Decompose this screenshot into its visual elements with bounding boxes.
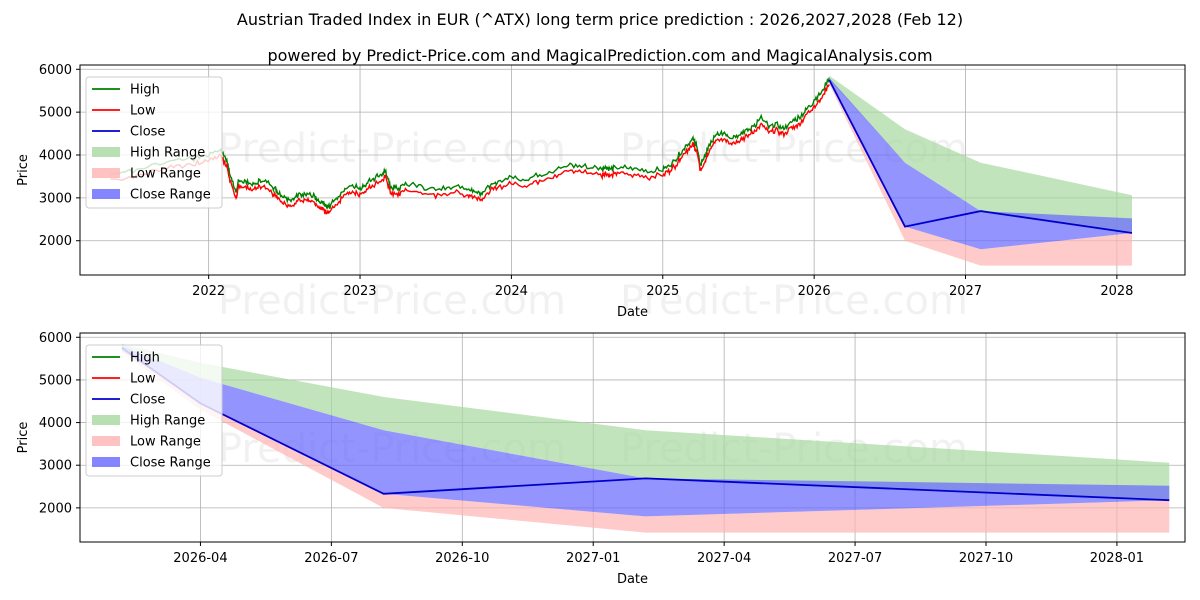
chart-title: Austrian Traded Index in EUR (^ATX) long… (236, 10, 964, 29)
x-tick-label: 2026-04 (173, 551, 227, 566)
x-tick-label: 2026-10 (435, 551, 489, 566)
x-axis-label: Date (617, 305, 648, 320)
legend-swatch-high_range (92, 147, 120, 157)
x-tick-label: 2023 (343, 284, 376, 299)
legend-label-close_range: Close Range (130, 188, 211, 203)
y-tick-label: 3000 (39, 191, 72, 206)
y-tick-label: 5000 (39, 106, 72, 121)
x-tick-label: 2027-04 (697, 551, 751, 566)
legend-swatch-close_range (92, 189, 120, 199)
legend-swatch-high_range (92, 415, 120, 425)
series-close-line (828, 79, 1133, 234)
legend-label-high_range: High Range (130, 146, 205, 161)
y-tick-label: 6000 (39, 63, 72, 78)
legend-label-close_range: Close Range (130, 456, 211, 471)
legend-swatch-low_range (92, 168, 120, 178)
y-tick-label: 6000 (39, 331, 72, 346)
legend-label-low_range: Low Range (130, 435, 201, 450)
y-tick-label: 4000 (39, 149, 72, 164)
x-tick-label: 2027-01 (566, 551, 620, 566)
high-range-band (829, 75, 1132, 233)
y-tick-label: 5000 (39, 373, 72, 388)
low-range-band (829, 82, 1132, 266)
series-high-line (110, 77, 830, 210)
x-tick-label: 2028-01 (1090, 551, 1144, 566)
legend-swatch-low_range (92, 436, 120, 446)
y-tick-label: 2000 (39, 234, 72, 249)
y-tick-label: 2000 (39, 501, 72, 516)
x-tick-label: 2022 (192, 284, 225, 299)
axes-frame (79, 64, 1186, 276)
plot-area (121, 343, 1170, 533)
y-axis-label: Price (16, 154, 31, 186)
series-low-line (110, 84, 830, 215)
chart-subtitle: powered by Predict-Price.com and Magical… (267, 46, 933, 65)
x-tick-label: 2027 (949, 284, 982, 299)
legend-label-high: High (130, 351, 160, 366)
high-range-band (121, 343, 1170, 501)
close-range-band (829, 77, 1132, 250)
x-tick-label: 2026-07 (304, 551, 358, 566)
x-tick-label: 2024 (495, 284, 528, 299)
x-tick-label: 2027-10 (959, 551, 1013, 566)
y-tick-label: 3000 (39, 459, 72, 474)
close-range-band (121, 345, 1170, 517)
legend-label-low_range: Low Range (130, 167, 201, 182)
x-tick-label: 2025 (646, 284, 679, 299)
x-tick-label: 2027-07 (828, 551, 882, 566)
x-axis-label: Date (617, 572, 648, 587)
legend-label-close: Close (130, 393, 165, 408)
legend-label-high: High (130, 83, 160, 98)
legend-swatch-close_range (92, 457, 120, 467)
x-tick-label: 2026 (798, 284, 831, 299)
legend-label-low: Low (130, 104, 156, 119)
legend-label-low: Low (130, 372, 156, 387)
legend-label-close: Close (130, 125, 165, 140)
plot-area (110, 75, 1133, 266)
low-range-band (121, 350, 1170, 533)
y-axis-label: Price (16, 422, 31, 454)
legend-label-high_range: High Range (130, 414, 205, 429)
x-tick-label: 2028 (1100, 284, 1133, 299)
y-tick-label: 4000 (39, 416, 72, 431)
axes-frame (79, 332, 1186, 543)
